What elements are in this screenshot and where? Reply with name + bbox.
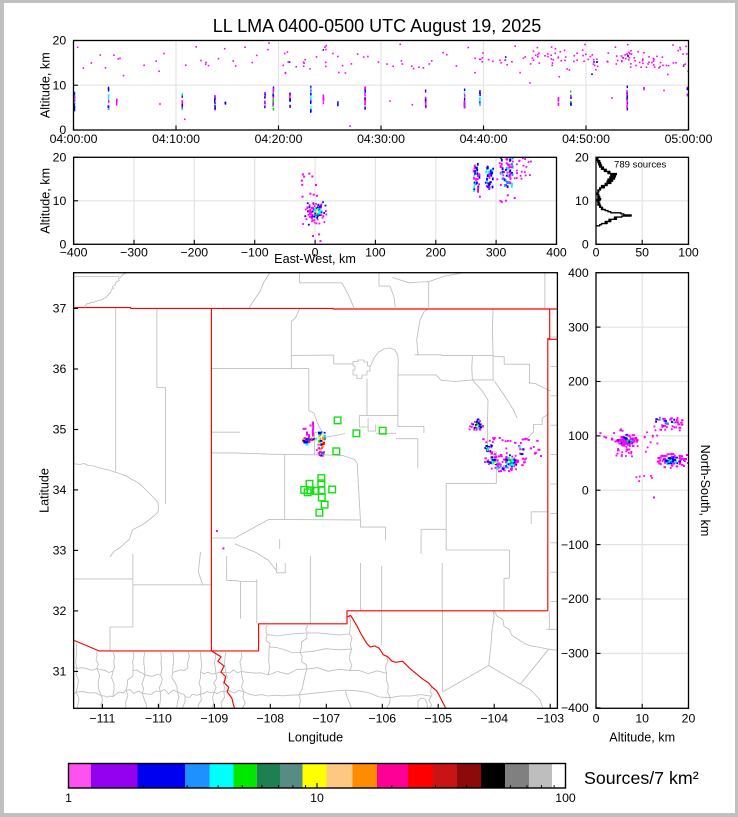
- svg-text:400: 400: [546, 246, 567, 260]
- svg-text:200: 200: [426, 246, 447, 260]
- svg-text:789 sources: 789 sources: [614, 160, 666, 171]
- svg-text:−200: −200: [180, 246, 208, 260]
- svg-text:100: 100: [365, 246, 386, 260]
- svg-text:Altitude, km: Altitude, km: [39, 52, 53, 118]
- svg-text:300: 300: [486, 246, 507, 260]
- svg-text:−107: −107: [312, 711, 340, 725]
- svg-text:20: 20: [53, 34, 67, 48]
- svg-text:−300: −300: [561, 647, 589, 661]
- svg-text:04:20:00: 04:20:00: [255, 132, 303, 146]
- svg-text:−108: −108: [256, 711, 284, 725]
- svg-text:20: 20: [575, 151, 589, 165]
- svg-text:04:10:00: 04:10:00: [152, 132, 200, 146]
- svg-text:400: 400: [568, 266, 589, 280]
- svg-text:20: 20: [53, 151, 67, 165]
- svg-text:−106: −106: [368, 711, 396, 725]
- svg-text:31: 31: [53, 665, 67, 679]
- svg-text:10: 10: [53, 79, 67, 93]
- svg-text:Longitude: Longitude: [288, 731, 343, 745]
- svg-text:05:00:00: 05:00:00: [665, 132, 713, 146]
- svg-text:32: 32: [53, 604, 67, 618]
- svg-text:0: 0: [593, 711, 600, 725]
- svg-text:34: 34: [53, 483, 67, 497]
- svg-text:0: 0: [59, 238, 66, 252]
- svg-text:0: 0: [59, 123, 66, 137]
- svg-text:100: 100: [568, 429, 589, 443]
- svg-text:04:40:00: 04:40:00: [460, 132, 508, 146]
- svg-text:37: 37: [53, 302, 67, 316]
- svg-text:−100: −100: [241, 246, 269, 260]
- svg-text:Latitude: Latitude: [38, 468, 52, 513]
- svg-text:04:50:00: 04:50:00: [562, 132, 610, 146]
- svg-text:−104: −104: [480, 711, 508, 725]
- svg-text:10: 10: [53, 194, 67, 208]
- svg-text:Sources/7 km²: Sources/7 km²: [584, 768, 699, 788]
- svg-text:50: 50: [635, 246, 649, 260]
- svg-text:10: 10: [310, 791, 324, 805]
- svg-text:LL LMA 0400-0500 UTC August 19: LL LMA 0400-0500 UTC August 19, 2025: [213, 16, 542, 36]
- svg-text:100: 100: [678, 246, 699, 260]
- svg-text:North-South, km: North-South, km: [698, 445, 712, 537]
- svg-text:−400: −400: [60, 246, 88, 260]
- svg-text:−110: −110: [145, 711, 172, 725]
- svg-text:10: 10: [635, 711, 649, 725]
- svg-text:East-West, km: East-West, km: [274, 252, 356, 266]
- svg-text:300: 300: [568, 320, 589, 334]
- svg-text:0: 0: [312, 246, 319, 260]
- svg-text:36: 36: [53, 362, 67, 376]
- svg-text:−111: −111: [89, 711, 115, 725]
- svg-text:04:30:00: 04:30:00: [357, 132, 405, 146]
- svg-text:100: 100: [555, 791, 576, 805]
- svg-text:−400: −400: [561, 701, 589, 715]
- svg-text:0: 0: [582, 483, 589, 497]
- svg-text:0: 0: [593, 246, 600, 260]
- svg-text:0: 0: [582, 238, 589, 252]
- svg-text:33: 33: [53, 544, 67, 558]
- svg-text:−103: −103: [536, 711, 564, 725]
- svg-text:−105: −105: [424, 711, 452, 725]
- svg-text:04:00:00: 04:00:00: [50, 132, 98, 146]
- svg-text:Altitude, km: Altitude, km: [39, 168, 53, 234]
- svg-text:20: 20: [682, 711, 696, 725]
- svg-text:1: 1: [65, 791, 72, 805]
- svg-text:10: 10: [575, 194, 589, 208]
- svg-text:−109: −109: [201, 711, 229, 725]
- svg-text:−300: −300: [120, 246, 148, 260]
- svg-text:35: 35: [53, 423, 67, 437]
- svg-text:Altitude, km: Altitude, km: [609, 731, 675, 745]
- svg-text:−100: −100: [561, 538, 589, 552]
- svg-text:200: 200: [568, 375, 589, 389]
- svg-text:−200: −200: [561, 592, 589, 606]
